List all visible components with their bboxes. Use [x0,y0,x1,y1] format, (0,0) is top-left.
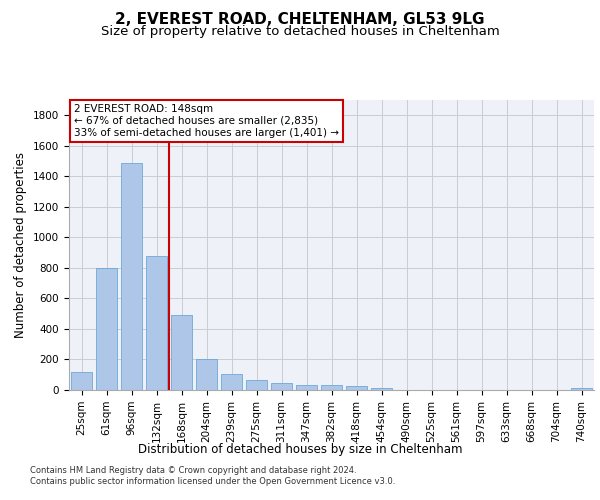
Text: 2 EVEREST ROAD: 148sqm
← 67% of detached houses are smaller (2,835)
33% of semi-: 2 EVEREST ROAD: 148sqm ← 67% of detached… [74,104,339,138]
Bar [271,383,292,390]
Bar [146,256,167,390]
Text: Distribution of detached houses by size in Cheltenham: Distribution of detached houses by size … [138,442,462,456]
Bar [171,315,192,390]
Bar [346,386,367,390]
Y-axis label: Number of detached properties: Number of detached properties [14,152,28,338]
Bar [571,388,592,390]
Bar [221,374,242,390]
Bar [196,358,217,390]
Text: Size of property relative to detached houses in Cheltenham: Size of property relative to detached ho… [101,25,499,38]
Bar [296,384,317,390]
Text: Contains HM Land Registry data © Crown copyright and database right 2024.: Contains HM Land Registry data © Crown c… [30,466,356,475]
Bar [96,268,117,390]
Text: Contains public sector information licensed under the Open Government Licence v3: Contains public sector information licen… [30,478,395,486]
Text: 2, EVEREST ROAD, CHELTENHAM, GL53 9LG: 2, EVEREST ROAD, CHELTENHAM, GL53 9LG [115,12,485,28]
Bar [371,388,392,390]
Bar [121,162,142,390]
Bar [321,386,342,390]
Bar [71,372,92,390]
Bar [246,380,267,390]
